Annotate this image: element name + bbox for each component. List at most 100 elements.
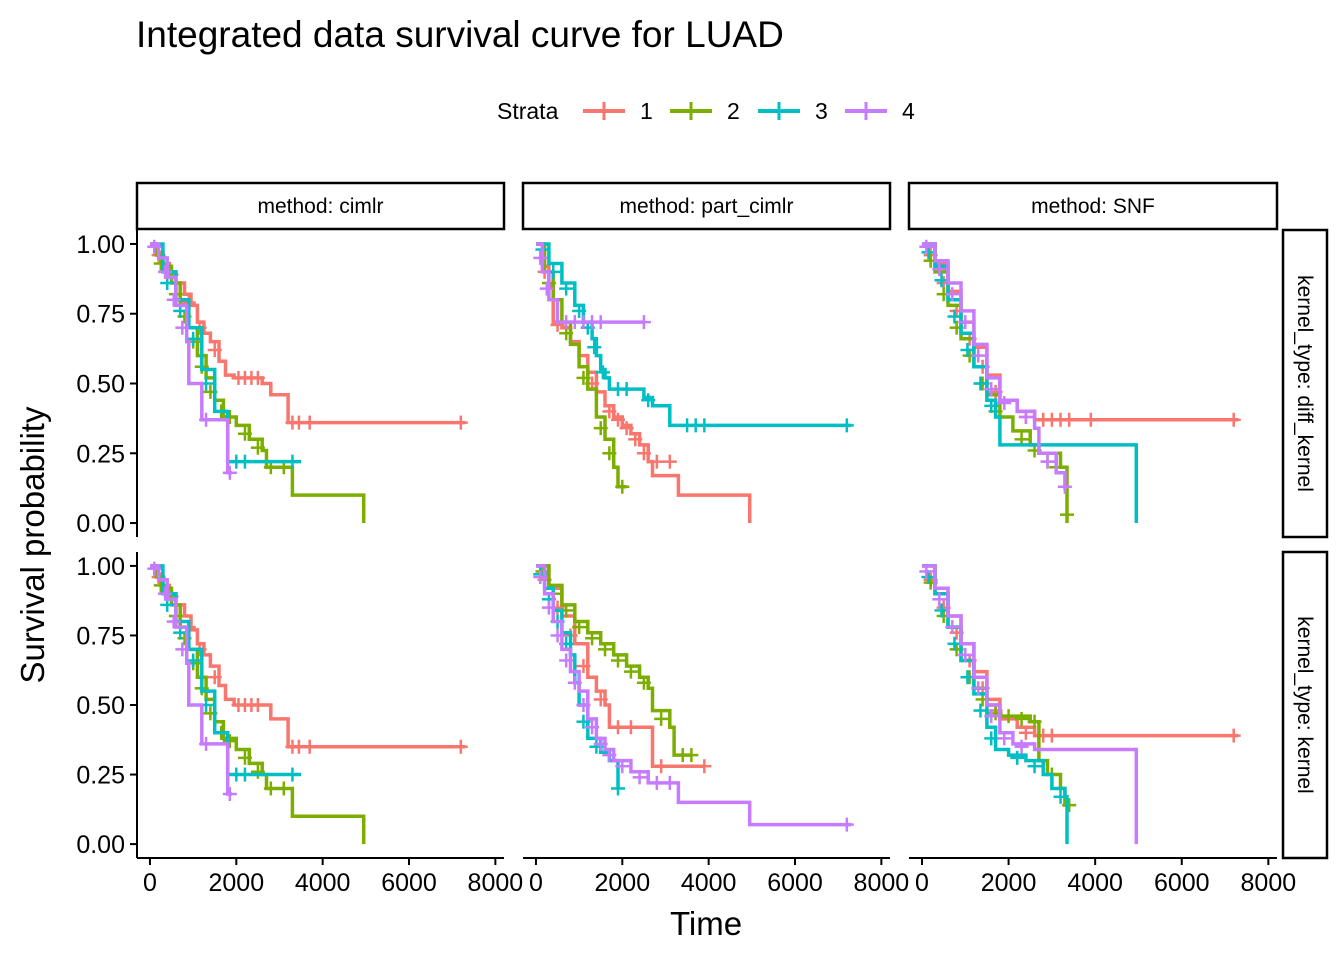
strip-box	[135, 181, 506, 231]
censor-mark	[636, 675, 651, 690]
censor-mark	[533, 250, 548, 265]
censor-mark	[615, 759, 630, 774]
censor-mark	[1057, 479, 1072, 494]
censor-mark	[572, 303, 587, 318]
legend: Strata 1 2 3 4	[497, 98, 915, 124]
censor-mark	[960, 343, 975, 358]
censor-mark	[585, 631, 600, 646]
censor-mark	[602, 748, 617, 763]
censor-mark	[207, 670, 222, 685]
censor-mark	[619, 421, 634, 436]
panel	[533, 564, 854, 832]
censor-mark	[593, 692, 608, 707]
censor-mark	[984, 709, 999, 724]
censor-mark	[1062, 412, 1077, 427]
x-tick-label: 8000	[468, 869, 524, 897]
censor-mark	[1018, 725, 1033, 740]
censor-mark	[654, 759, 669, 774]
censor-mark	[222, 787, 237, 802]
censor-mark	[649, 454, 664, 469]
censor-mark	[237, 750, 252, 765]
col-strip: method: cimlr	[135, 181, 506, 231]
y-axis-title: Survival probability	[14, 406, 51, 683]
legend-item-1: 1	[583, 98, 653, 124]
y-tick-label: 0.75	[76, 622, 125, 650]
censor-mark	[1040, 454, 1055, 469]
censor-mark	[593, 736, 608, 751]
x-tick-label: 6000	[767, 869, 823, 897]
censor-mark	[649, 775, 664, 790]
censor-mark	[919, 564, 934, 579]
censor-mark	[1062, 798, 1077, 813]
censor-mark	[684, 748, 699, 763]
censor-mark	[598, 642, 613, 657]
censor-mark	[559, 653, 574, 668]
y-tick-label: 0.25	[76, 762, 125, 790]
censor-mark	[636, 315, 651, 330]
censor-mark	[1027, 714, 1042, 729]
censor-mark	[237, 767, 252, 782]
y-tick-label: 1.00	[76, 553, 125, 581]
censor-mark	[285, 454, 300, 469]
censor-mark	[222, 465, 237, 480]
x-tick-label: 8000	[854, 869, 910, 897]
censor-mark	[839, 418, 854, 433]
censor-mark	[186, 653, 201, 668]
censor-mark	[572, 620, 587, 635]
strip-box	[1281, 228, 1329, 539]
censor-mark	[610, 412, 625, 427]
col-strip: method: SNF	[907, 181, 1279, 231]
censor-mark	[250, 764, 265, 779]
censor-mark	[587, 340, 602, 355]
censor-mark	[158, 586, 173, 601]
censor-mark	[250, 370, 265, 385]
y-tick-label: 0.00	[76, 510, 125, 538]
survival-curve-strata-4	[536, 242, 644, 324]
censor-mark	[1060, 507, 1075, 522]
x-tick-label: 0	[143, 869, 157, 897]
censor-mark	[237, 454, 252, 469]
censor-mark	[222, 734, 237, 749]
censor-mark	[971, 348, 986, 363]
censor-mark	[984, 382, 999, 397]
censor-mark	[199, 736, 214, 751]
censor-mark	[576, 370, 591, 385]
y-tick-label: 0.50	[76, 692, 125, 720]
censor-mark	[934, 603, 949, 618]
strip-box	[907, 181, 1279, 231]
censor-mark	[1083, 412, 1098, 427]
censor-mark	[610, 653, 625, 668]
censor-mark	[958, 647, 973, 662]
censor-mark	[302, 739, 317, 754]
censor-mark	[559, 281, 574, 296]
survival-curve-strata-3	[536, 242, 852, 428]
censor-mark	[539, 281, 554, 296]
censor-mark	[662, 454, 677, 469]
censor-mark	[1044, 728, 1059, 743]
censor-mark	[984, 731, 999, 746]
censor-mark	[199, 412, 214, 427]
legend-item-2: 2	[670, 98, 740, 124]
censor-mark	[997, 396, 1012, 411]
censor-mark	[576, 714, 591, 729]
censor-mark	[1001, 709, 1016, 724]
row-strip: kernel_type: kernel	[1281, 550, 1329, 860]
censor-mark	[934, 273, 949, 288]
censor-mark	[1014, 711, 1029, 726]
censor-mark	[175, 320, 190, 335]
censor-mark	[1027, 759, 1042, 774]
censor-mark	[567, 675, 582, 690]
censor-mark	[641, 393, 656, 408]
survival-curve-strata-4	[922, 242, 1067, 490]
censor-mark	[932, 262, 947, 277]
y-tick-label: 0.25	[76, 440, 125, 468]
censor-mark	[550, 628, 565, 643]
survival-curve-strata-4	[150, 564, 232, 796]
censor-mark	[453, 739, 468, 754]
censor-mark	[945, 620, 960, 635]
censor-mark	[222, 409, 237, 424]
col-strip: method: part_cimlr	[521, 181, 892, 231]
censor-mark	[610, 781, 625, 796]
censor-mark	[971, 681, 986, 696]
